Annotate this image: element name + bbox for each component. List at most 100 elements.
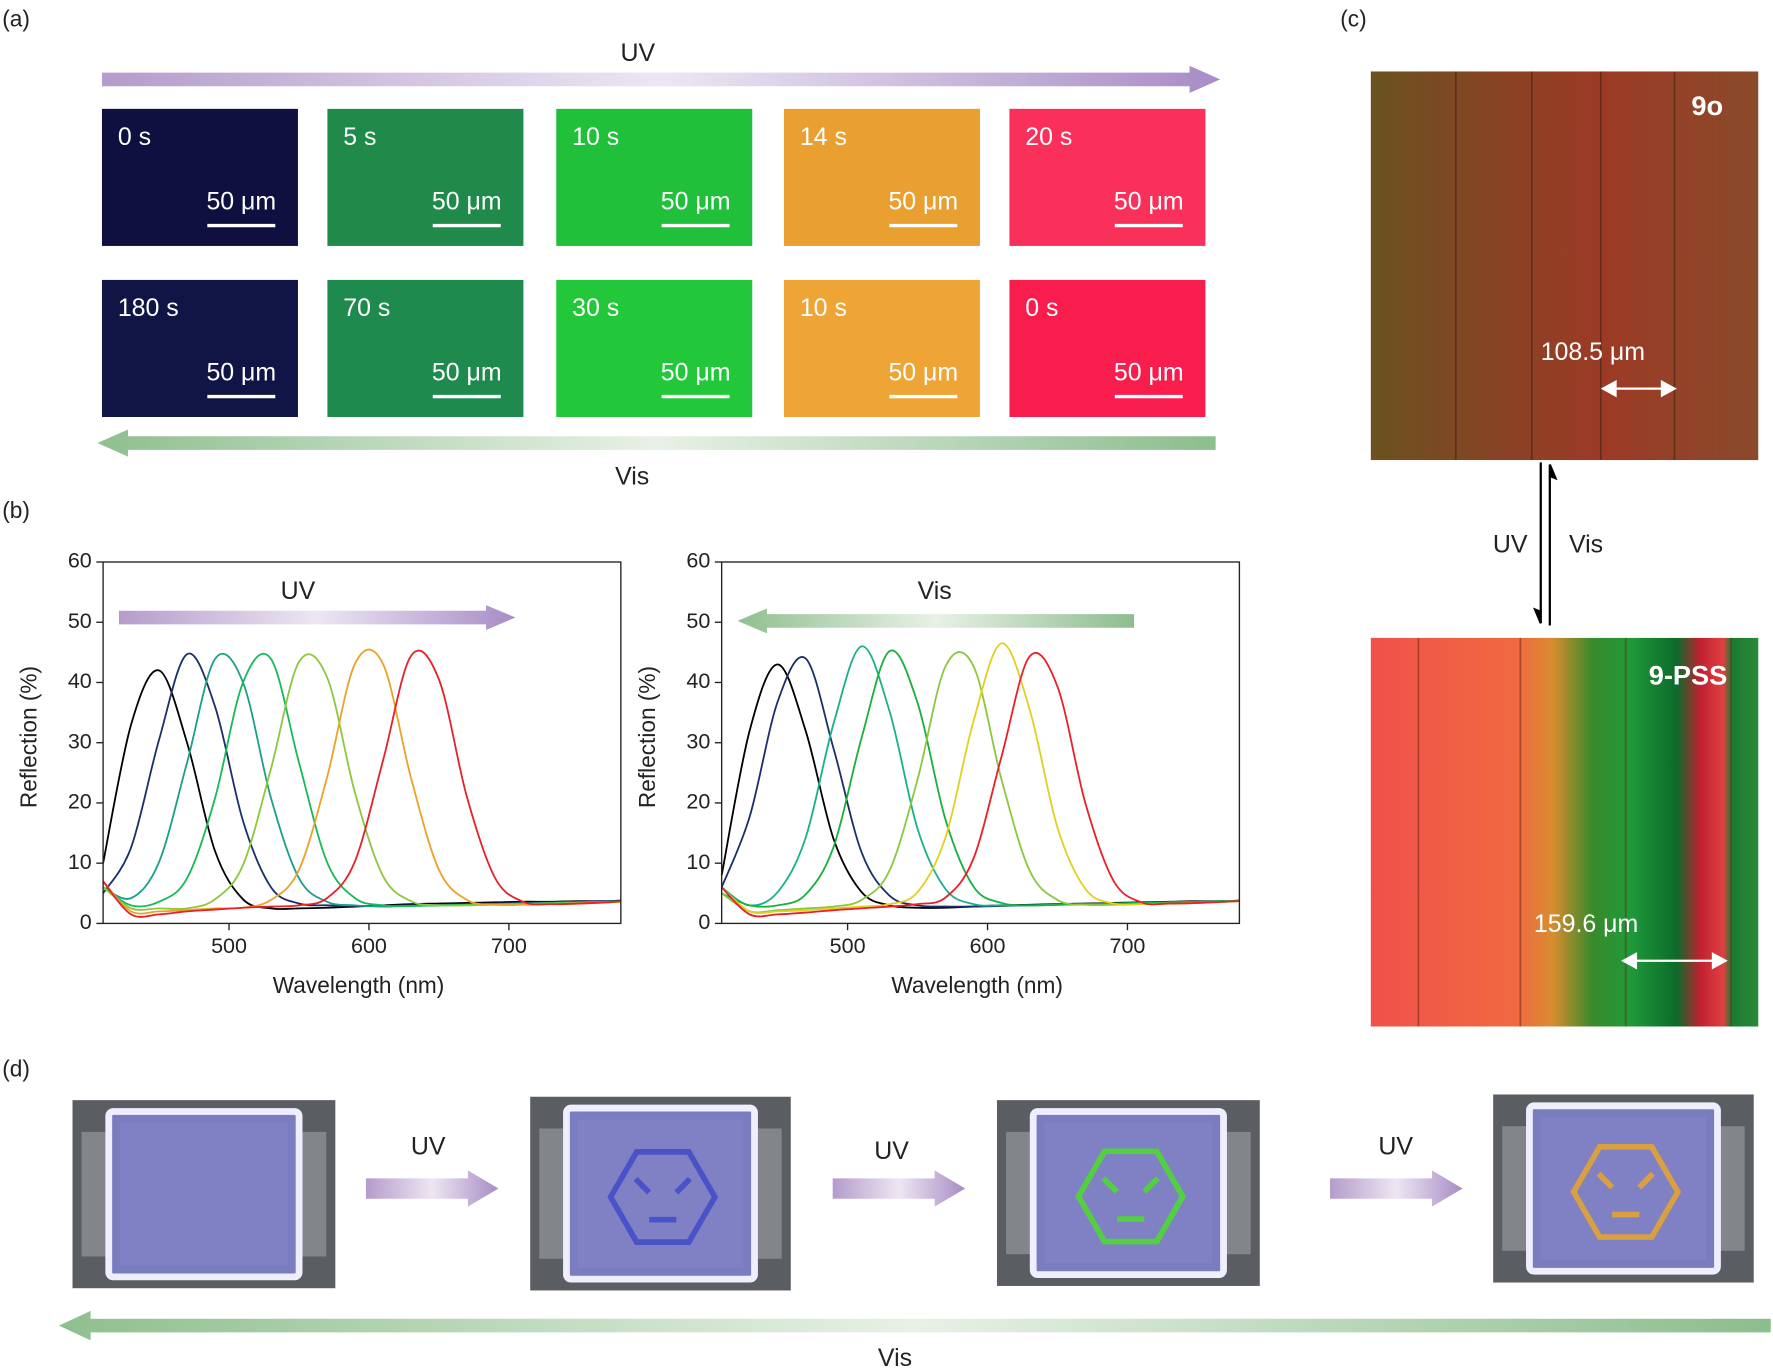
width-label: 159.6 μm — [1534, 910, 1638, 938]
panel-label: (b) — [2, 497, 30, 523]
scale-bar-label: 50 μm — [206, 187, 276, 215]
micrograph-tile — [101, 279, 298, 418]
scale-bar-label: 50 μm — [661, 187, 731, 215]
spectrum-line — [102, 652, 621, 907]
scale-bar-label: 50 μm — [888, 187, 958, 215]
micrograph-9pss — [1370, 637, 1759, 1027]
annotation: Vis — [918, 577, 952, 605]
y-tick-label: 20 — [68, 790, 92, 814]
micrograph-9o — [1370, 71, 1759, 461]
annotation-arrow — [118, 605, 516, 630]
photo-row: UV UV UV — [72, 1094, 1754, 1291]
y-tick-label: 0 — [698, 910, 710, 934]
spectrum-line — [721, 649, 1240, 908]
y-tick-label: 30 — [686, 729, 710, 753]
icon-eye — [1637, 1171, 1655, 1190]
spectrum-line — [720, 663, 1240, 909]
y-axis-label: Reflection (%) — [634, 666, 660, 808]
vis-arrow — [58, 1310, 1771, 1341]
vis-arrow — [97, 429, 1216, 457]
uv-arrow — [365, 1170, 499, 1207]
scale-bar-label: 50 μm — [432, 359, 502, 387]
y-tick-label: 10 — [68, 850, 92, 874]
reversible-arrows — [1533, 462, 1558, 626]
spectrum-line — [721, 652, 1240, 918]
micrograph-tile — [783, 279, 980, 418]
image-label: 9o — [1691, 90, 1723, 121]
x-axis-label: Wavelength (nm) — [891, 972, 1063, 998]
scale-bar-label: 50 μm — [1114, 187, 1184, 215]
time-label: 30 s — [572, 294, 619, 322]
x-tick-label: 600 — [351, 934, 387, 958]
uv-label: UV — [411, 1132, 446, 1160]
spectrum-line — [721, 642, 1240, 915]
uv-arrow — [101, 65, 1221, 93]
panel-label: (d) — [2, 1056, 30, 1082]
icon-eye — [1596, 1171, 1615, 1190]
vis-label: Vis — [1569, 531, 1603, 559]
vis-label: Vis — [615, 463, 649, 491]
y-tick-label: 50 — [686, 609, 710, 633]
time-label: 0 s — [1025, 294, 1058, 322]
annotation: UV — [281, 577, 316, 605]
spectrum-line — [102, 652, 621, 908]
scale-bar-label: 50 μm — [206, 359, 276, 387]
time-label: 10 s — [572, 123, 619, 151]
micrograph-tile — [1009, 279, 1206, 418]
time-label: 0 s — [118, 123, 151, 151]
x-tick-label: 700 — [1110, 934, 1146, 958]
y-tick-label: 60 — [686, 549, 710, 573]
icon-eye — [1142, 1176, 1160, 1194]
time-label: 14 s — [800, 123, 847, 151]
chart: 0 10 20 30 40 50 60 500 600 700 Wavelength (nm) Ref… — [634, 549, 1241, 998]
hexagon-icon — [1570, 1143, 1682, 1240]
y-tick-label: 20 — [686, 790, 710, 814]
y-tick-label: 30 — [68, 729, 92, 753]
image-label: 9-PSS — [1649, 660, 1728, 691]
micrograph-tile — [327, 108, 524, 246]
scale-bar-label: 50 μm — [661, 359, 731, 387]
y-tick-label: 0 — [80, 910, 92, 934]
y-tick-label: 40 — [68, 669, 92, 693]
hexagon-icon — [1075, 1148, 1187, 1245]
micrograph-tile — [327, 279, 524, 418]
uv-label: UV — [1378, 1132, 1413, 1160]
y-tick-label: 50 — [68, 609, 92, 633]
uv-arrow — [832, 1170, 966, 1207]
micrograph-tile — [556, 108, 753, 246]
spectrum-line — [102, 652, 621, 908]
icon-eye — [1101, 1176, 1120, 1194]
chart: 0 10 20 30 40 50 60 500 600 700 Wavelength (nm) Ref… — [16, 549, 622, 998]
time-label: 20 s — [1025, 123, 1072, 151]
uv-label: UV — [621, 39, 656, 67]
stripes — [1454, 71, 1676, 461]
width-label: 108.5 μm — [1541, 338, 1645, 366]
x-axis-label: Wavelength (nm) — [273, 972, 445, 998]
y-tick-label: 60 — [68, 549, 92, 573]
icon-eye — [674, 1176, 692, 1195]
cell-inner — [577, 1119, 744, 1268]
uv-label: UV — [1493, 531, 1528, 559]
width-arrow — [1621, 952, 1728, 970]
annotation-arrow — [737, 608, 1135, 634]
micrograph-tile — [556, 279, 753, 418]
panel-label: (c) — [1340, 5, 1366, 31]
y-axis-label: Reflection (%) — [16, 666, 42, 808]
micrograph-tile — [783, 108, 980, 246]
x-tick-label: 500 — [830, 934, 866, 958]
x-tick-label: 500 — [211, 934, 247, 958]
micrograph-tile — [1009, 108, 1206, 246]
panel-label: (a) — [2, 5, 30, 31]
cell-inner — [120, 1122, 288, 1266]
y-tick-label: 40 — [686, 669, 710, 693]
hexagon-icon — [607, 1149, 719, 1245]
time-label: 10 s — [800, 294, 847, 322]
time-label: 180 s — [118, 294, 179, 322]
scale-bar-label: 50 μm — [888, 359, 958, 387]
spectrum-line — [102, 649, 621, 918]
uv-label: UV — [874, 1137, 909, 1165]
scale-bar-label: 50 μm — [1114, 359, 1184, 387]
y-tick-label: 10 — [686, 850, 710, 874]
time-label: 70 s — [343, 294, 390, 322]
